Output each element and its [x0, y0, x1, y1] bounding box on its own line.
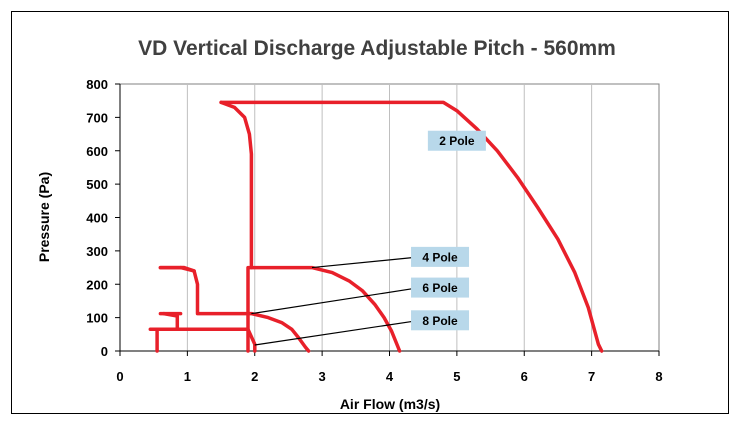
chart-title: VD Vertical Discharge Adjustable Pitch -… [138, 37, 616, 60]
series-label-6-pole: 6 Pole [422, 281, 458, 295]
y-tick-label: 100 [86, 311, 108, 326]
pointer-line-8-pole [254, 319, 420, 346]
x-tick-label: 4 [386, 369, 394, 384]
x-axis-label: Air Flow (m3/s) [340, 396, 440, 412]
y-tick-label: 600 [86, 144, 108, 159]
y-tick-label: 800 [86, 77, 108, 92]
x-tick-label: 6 [521, 369, 528, 384]
y-axis-label: Pressure (Pa) [36, 172, 52, 262]
y-tick-label: 300 [86, 244, 108, 259]
x-tick-label: 8 [655, 369, 662, 384]
series-layer [148, 100, 604, 353]
gridlines [186, 84, 593, 351]
chart: VD Vertical Discharge Adjustable Pitch -… [36, 37, 663, 412]
series-label-2-pole: 2 Pole [439, 134, 475, 148]
series-label-8-pole: 8 Pole [422, 314, 458, 328]
x-tick-label: 3 [319, 369, 326, 384]
callout-box-4-pole [411, 246, 470, 267]
pointer-line-6-pole [251, 286, 420, 315]
axes: 0 100 200 300 400 500 600 700 800 0 1 2 3 4 5 6 7 8 [86, 77, 662, 384]
series-label-4-pole: 4 Pole [422, 250, 458, 264]
y-tick-label: 500 [86, 177, 108, 192]
callout-box-6-pole [411, 277, 470, 298]
series-line-8-pole [162, 311, 257, 353]
x-tick-label: 1 [184, 369, 191, 384]
y-tick-label: 200 [86, 277, 108, 292]
x-tick-label: 5 [453, 369, 460, 384]
callout-box-2-pole [427, 130, 486, 151]
callout-box-8-pole [411, 310, 470, 331]
x-tick-label: 7 [588, 369, 595, 384]
y-tick-label: 400 [86, 211, 108, 226]
callouts: 2 Pole 4 Pole 6 Pole 8 Pole [251, 130, 486, 346]
series-line-2-pole [219, 100, 604, 353]
series-line-6-pole [178, 265, 311, 353]
curve-segment [219, 100, 254, 270]
y-tick-label: 0 [101, 344, 108, 359]
y-tick-label: 700 [86, 110, 108, 125]
series-line-4-pole [246, 265, 402, 353]
pointer-line-4-pole [311, 256, 420, 269]
x-tick-label: 0 [116, 369, 123, 384]
chart-frame: VD Vertical Discharge Adjustable Pitch -… [11, 11, 729, 414]
x-tick-label: 2 [251, 369, 258, 384]
